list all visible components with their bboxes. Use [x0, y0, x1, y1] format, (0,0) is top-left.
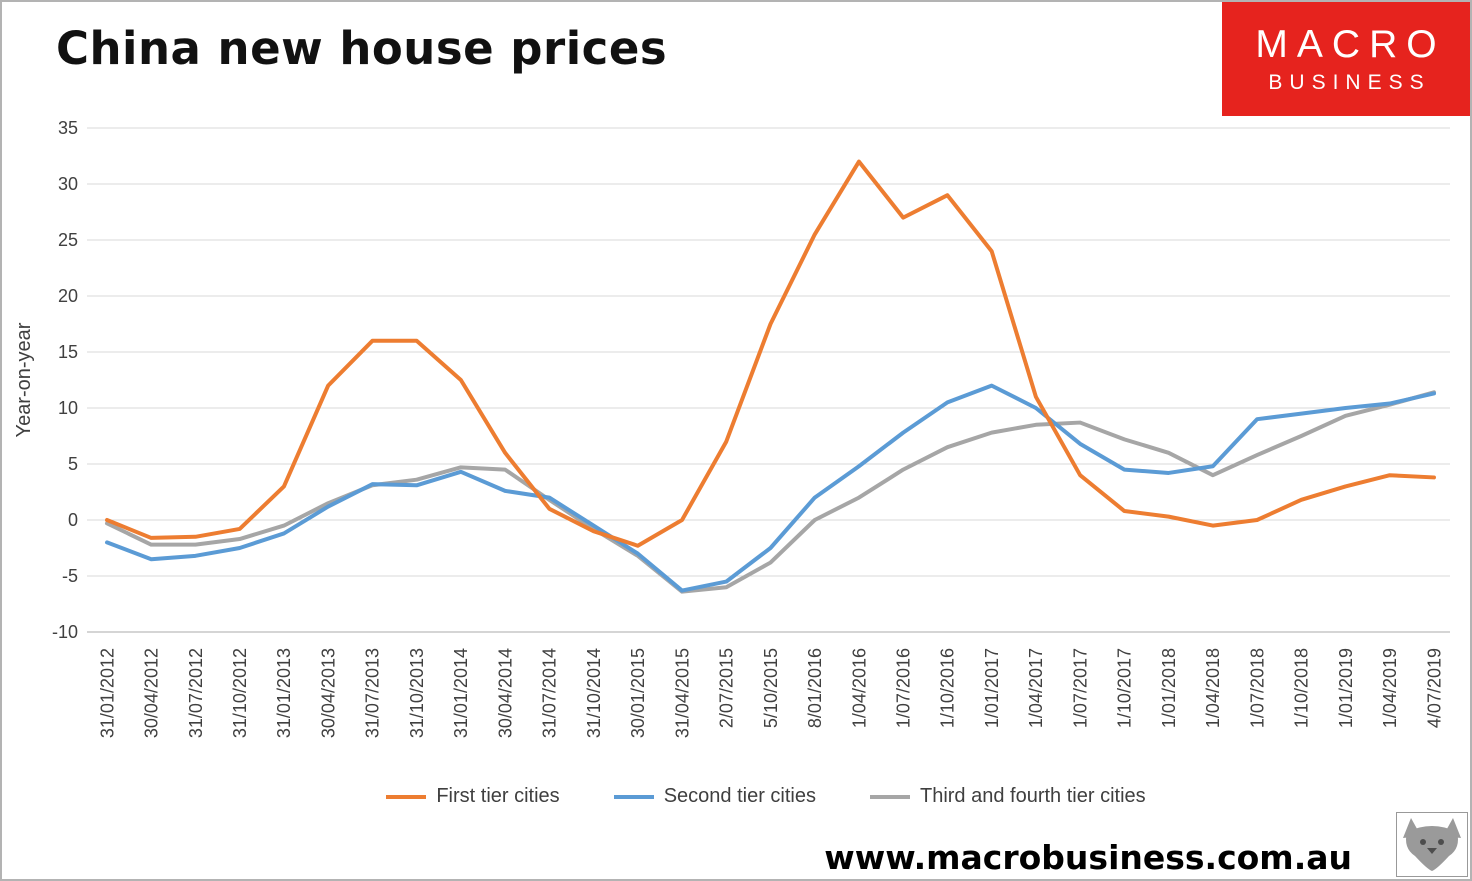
x-tick-label: 1/10/2017	[1115, 648, 1135, 728]
y-tick-label: 30	[58, 174, 78, 194]
x-tick-label: 31/01/2013	[274, 648, 294, 738]
legend-item-third-and-fourth-tier-cities: Third and fourth tier cities	[869, 785, 1146, 808]
x-tick-label: 2/07/2015	[717, 648, 737, 728]
x-tick-label: 8/01/2016	[805, 648, 825, 728]
legend-swatch	[613, 794, 654, 799]
x-tick-label: 4/07/2019	[1424, 648, 1444, 728]
legend-label: Second tier cities	[663, 785, 816, 807]
legend-label: First tier cities	[436, 785, 560, 807]
x-tick-label: 1/04/2017	[1026, 648, 1046, 728]
x-tick-label: 1/10/2016	[938, 648, 958, 728]
legend-item-second-tier-cities: Second tier cities	[613, 785, 816, 808]
fox-logo	[1396, 812, 1468, 877]
y-tick-label: -10	[52, 622, 78, 642]
legend-swatch	[869, 794, 910, 799]
x-tick-label: 31/10/2014	[584, 648, 604, 738]
x-tick-label: 1/01/2017	[982, 648, 1002, 728]
x-tick-label: 31/01/2014	[451, 648, 471, 738]
y-tick-label: 35	[58, 118, 78, 138]
y-tick-label: 0	[68, 510, 78, 530]
x-tick-label: 1/04/2018	[1203, 648, 1223, 728]
series-line-second-tier-cities	[105, 383, 1436, 593]
chart-legend: First tier cities Second tier cities Third…	[32, 785, 1470, 808]
x-tick-label: 1/10/2018	[1292, 648, 1312, 728]
y-tick-label: 5	[68, 454, 78, 474]
x-tick-label: 31/07/2014	[540, 648, 560, 738]
y-tick-label: -5	[62, 566, 78, 586]
x-tick-label: 1/01/2018	[1159, 648, 1179, 728]
x-tick-label: 1/07/2016	[894, 648, 914, 728]
series-line-third-and-fourth-tier-cities	[105, 390, 1436, 594]
y-tick-label: 25	[58, 230, 78, 250]
legend-item-first-tier-cities: First tier cities	[386, 785, 560, 808]
x-tick-label: 31/07/2013	[363, 648, 383, 738]
x-tick-label: 5/10/2015	[761, 648, 781, 728]
x-tick-label: 1/07/2018	[1247, 648, 1267, 728]
x-tick-label: 1/04/2016	[849, 648, 869, 728]
fox-icon	[1396, 812, 1468, 877]
y-tick-label: 20	[58, 286, 78, 306]
gridlines	[87, 127, 1450, 633]
macrobusiness-logo: MACRO BUSINESS	[1222, 2, 1470, 116]
y-tick-label: 10	[58, 398, 78, 418]
x-tick-label: 31/10/2012	[230, 648, 250, 738]
website-url: www.macrobusiness.com.au	[824, 838, 1352, 877]
x-tick-label: 1/01/2019	[1336, 648, 1356, 728]
x-tick-label: 1/04/2019	[1380, 648, 1400, 728]
x-tick-label: 31/04/2015	[672, 648, 692, 738]
series-line-first-tier-cities	[105, 159, 1436, 548]
y-axis-tick-labels: 35 30 25 20 15 10 5 0 -5 -10	[52, 118, 78, 642]
legend-label: Third and fourth tier cities	[919, 785, 1146, 807]
x-tick-label: 30/04/2012	[142, 648, 162, 738]
x-tick-label: 30/04/2013	[318, 648, 338, 738]
x-tick-label: 1/07/2017	[1070, 648, 1090, 728]
series-lines	[105, 159, 1436, 594]
legend-swatch	[386, 794, 427, 799]
y-axis-title: Year-on-year	[13, 322, 35, 437]
x-tick-label: 31/10/2013	[407, 648, 427, 738]
x-tick-label: 30/04/2014	[495, 648, 515, 738]
logo-text-business: BUSINESS	[1268, 71, 1431, 94]
logo-text-macro: MACRO	[1255, 23, 1446, 66]
x-tick-label: 31/01/2012	[97, 648, 117, 738]
page-title: China new house prices	[56, 22, 668, 75]
x-axis-tick-labels: 31/01/2012 30/04/2012 31/07/2012 31/10/2012…	[97, 648, 1444, 738]
x-tick-label: 31/07/2012	[186, 648, 206, 738]
x-tick-label: 30/01/2015	[628, 648, 648, 738]
y-tick-label: 15	[58, 342, 78, 362]
